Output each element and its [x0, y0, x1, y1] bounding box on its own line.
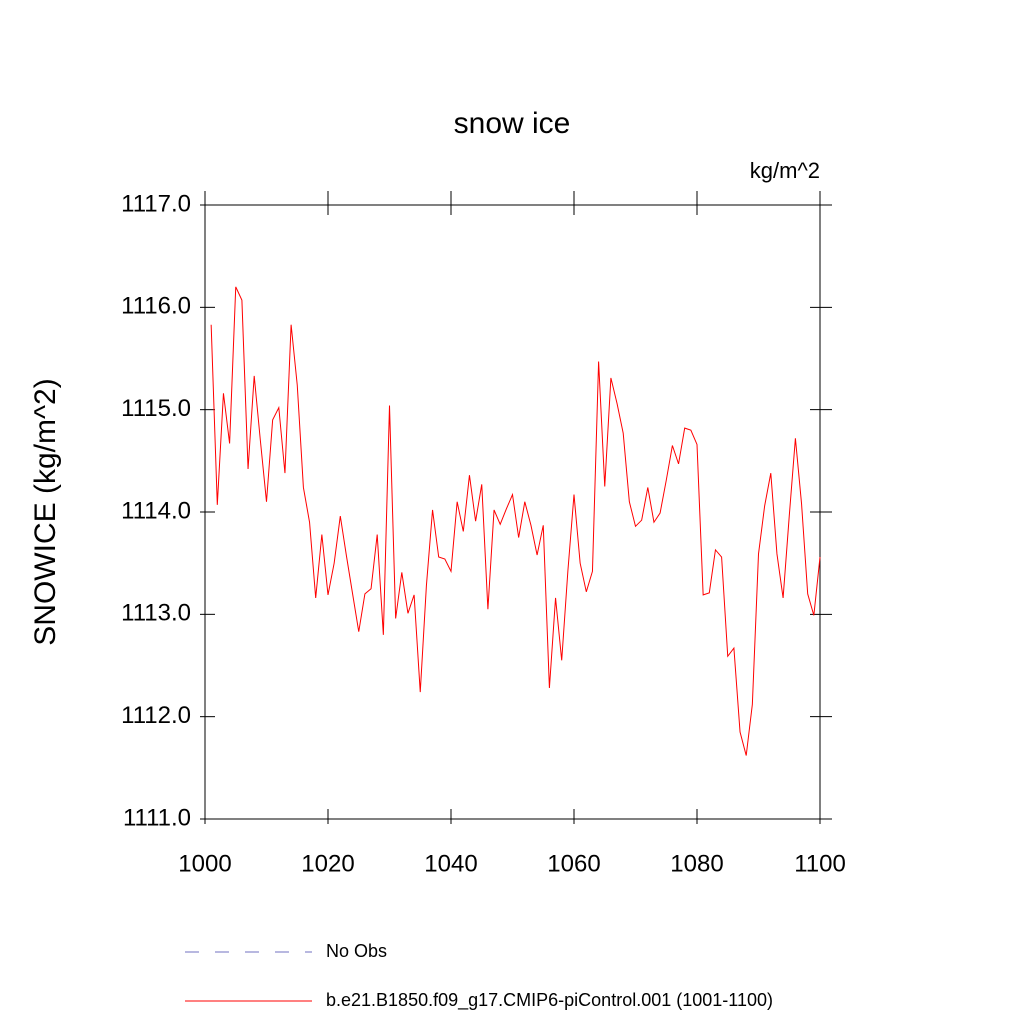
y-tick-label: 1117.0 [121, 190, 191, 217]
x-tick-label: 1100 [794, 850, 846, 877]
x-tick-label: 1060 [547, 850, 600, 877]
plot-frame [204, 204, 821, 820]
legend-label: b.e21.B1850.f09_g17.CMIP6-piControl.001 … [326, 990, 773, 1011]
y-tick-label: 1116.0 [121, 293, 191, 320]
y-tick-label: 1113.0 [121, 600, 191, 627]
chart-title: snow ice [454, 107, 571, 140]
y-tick-label: 1112.0 [121, 702, 191, 729]
legend-label: No Obs [326, 941, 387, 961]
data-line [210, 286, 821, 756]
y-tick-label: 1114.0 [121, 497, 191, 524]
x-tick-label: 1080 [670, 850, 723, 877]
y-tick-label: 1115.0 [121, 395, 191, 422]
x-tick-label: 1020 [301, 850, 354, 877]
units-label: kg/m^2 [750, 158, 820, 183]
y-tick-label: 1111.0 [123, 804, 191, 831]
x-tick-label: 1000 [178, 850, 231, 877]
y-axis-label: SNOWICE (kg/m^2) [29, 378, 62, 645]
x-tick-label: 1040 [424, 850, 477, 877]
